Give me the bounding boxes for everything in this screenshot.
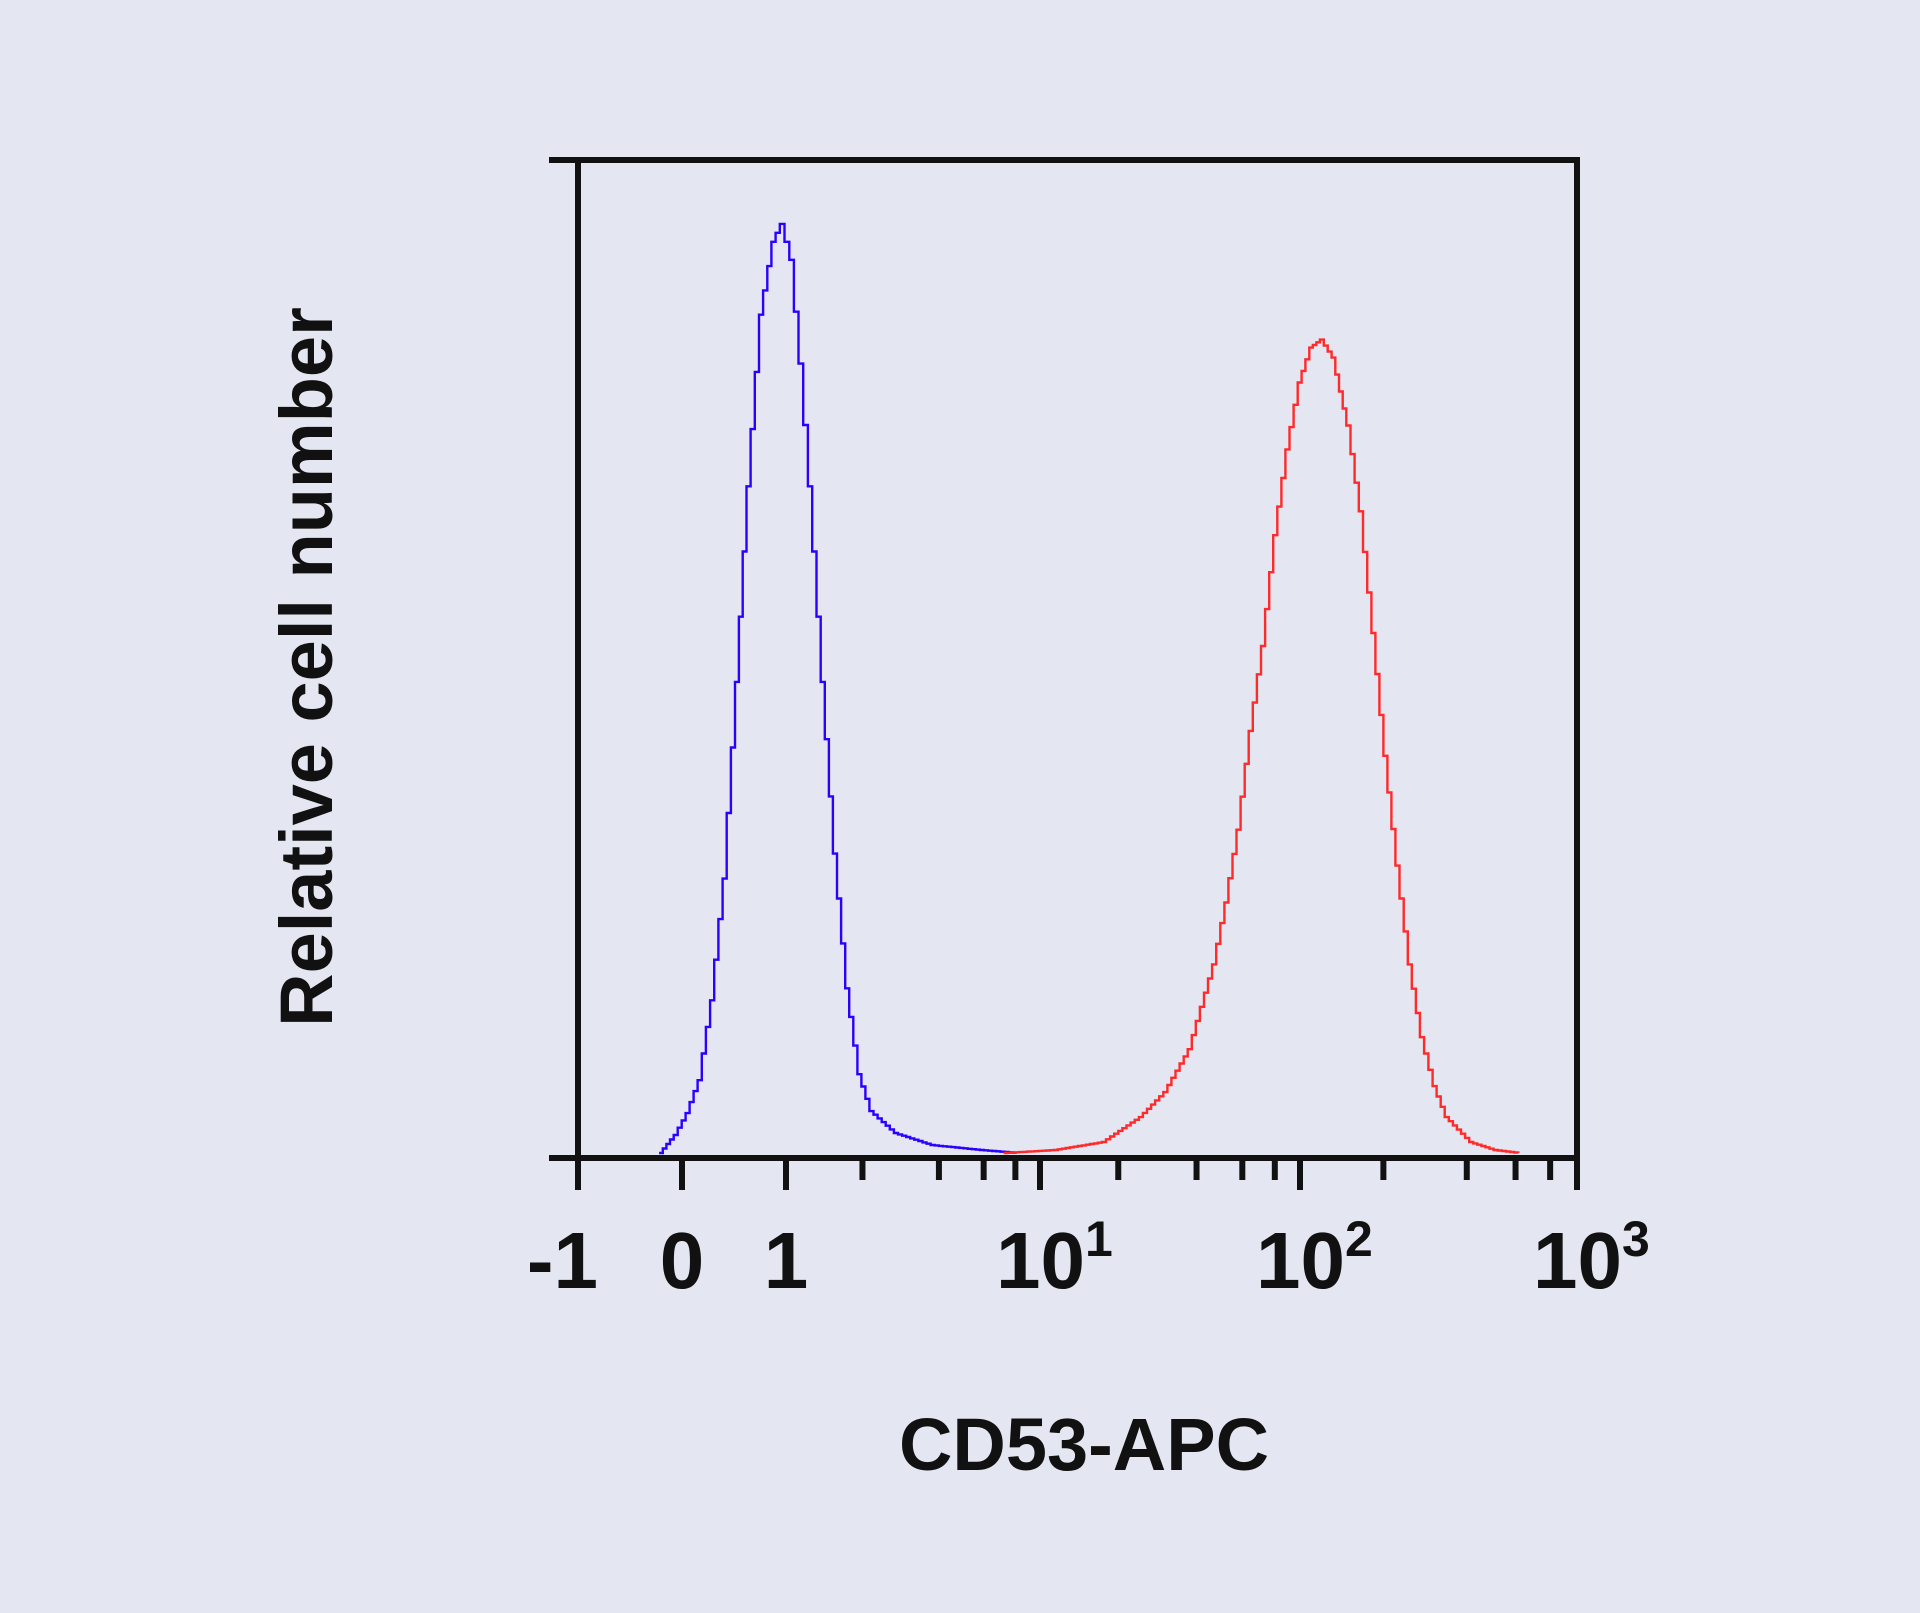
x-tick-labels: -1 0 1 101 102 103: [527, 1211, 1650, 1305]
x-tick-label: -1: [527, 1216, 598, 1305]
plot-frame: [549, 157, 1580, 1161]
histogram-series-1: [659, 222, 1018, 1155]
x-axis-title: CD53-APC: [899, 1403, 1269, 1486]
x-tick-label: 102: [1256, 1211, 1373, 1305]
x-tick-label: 103: [1533, 1211, 1650, 1305]
curves: [659, 222, 1520, 1155]
x-tick-label: 101: [996, 1211, 1113, 1305]
x-tick-label: 0: [660, 1216, 705, 1305]
y-axis-title: Relative cell number: [265, 307, 348, 1027]
x-ticks: [575, 1158, 1580, 1190]
histogram-series-2: [1003, 338, 1520, 1155]
x-tick-label: 1: [764, 1216, 809, 1305]
